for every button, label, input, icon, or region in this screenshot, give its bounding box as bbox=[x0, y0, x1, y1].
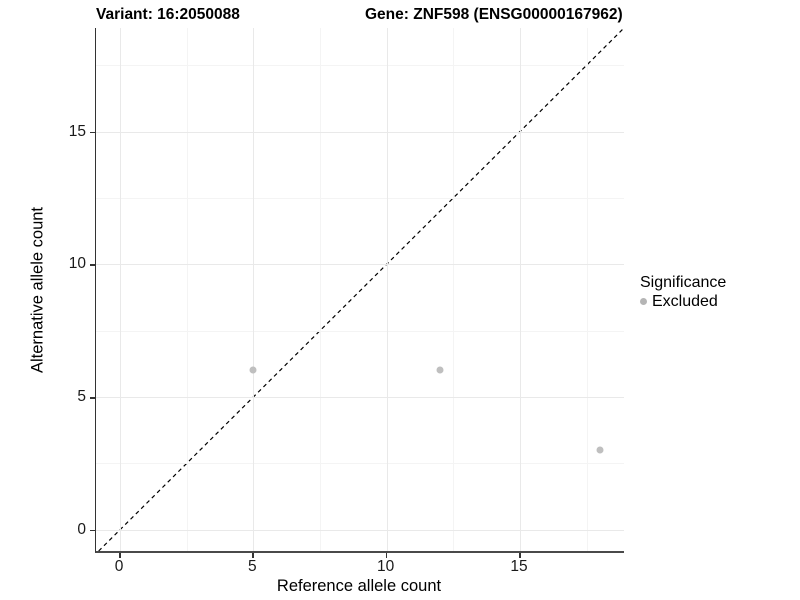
y-tick-label: 0 bbox=[77, 520, 86, 538]
y-major-gridline bbox=[96, 131, 624, 133]
data-point bbox=[249, 366, 257, 374]
x-axis-tick bbox=[119, 553, 121, 558]
x-axis-tick bbox=[519, 553, 521, 558]
x-major-gridline bbox=[520, 28, 521, 551]
y-major-gridline bbox=[96, 397, 624, 399]
x-major-gridline bbox=[253, 28, 255, 551]
y-tick-label: 15 bbox=[68, 122, 86, 140]
y-axis-tick bbox=[90, 397, 95, 399]
legend-item-label: Excluded bbox=[652, 293, 718, 310]
x-tick-label: 10 bbox=[377, 558, 395, 575]
plot-panel bbox=[95, 27, 625, 553]
y-axis-title: Alternative allele count bbox=[28, 206, 47, 374]
y-minor-gridline bbox=[96, 65, 624, 67]
y-tick-label: 10 bbox=[68, 255, 86, 273]
x-minor-gridline bbox=[186, 28, 188, 551]
legend: Significance Excluded bbox=[640, 273, 726, 311]
x-major-gridline bbox=[120, 28, 121, 551]
y-minor-gridline bbox=[96, 463, 624, 465]
x-axis-title: Reference allele count bbox=[276, 577, 442, 595]
x-major-gridline bbox=[386, 28, 388, 551]
x-tick-label: 5 bbox=[248, 558, 257, 575]
identity-line bbox=[98, 27, 625, 552]
x-axis-tick bbox=[385, 553, 388, 558]
x-tick-label: 0 bbox=[114, 558, 124, 575]
legend-item-excluded: Excluded bbox=[640, 292, 726, 311]
y-major-gridline bbox=[96, 529, 624, 531]
y-tick-label: 5 bbox=[77, 388, 86, 406]
y-minor-gridline bbox=[96, 330, 624, 332]
y-axis-tick bbox=[90, 264, 95, 266]
legend-title: Significance bbox=[640, 274, 727, 291]
plot-title-variant: Variant: 16:2050088 bbox=[96, 6, 240, 23]
x-minor-gridline bbox=[586, 28, 588, 551]
identity-line-layer bbox=[98, 27, 625, 552]
data-point bbox=[596, 446, 604, 454]
plot-title-gene: Gene: ZNF598 (ENSG00000167962) bbox=[365, 6, 623, 23]
x-minor-gridline bbox=[320, 28, 321, 551]
y-axis-tick bbox=[90, 529, 95, 532]
y-minor-gridline bbox=[96, 197, 624, 199]
y-axis-tick bbox=[90, 131, 95, 134]
x-tick-label: 15 bbox=[510, 558, 528, 575]
data-point bbox=[436, 366, 444, 374]
y-major-gridline bbox=[96, 264, 624, 266]
x-axis-tick bbox=[252, 553, 254, 558]
point-marker-icon bbox=[640, 298, 647, 305]
x-minor-gridline bbox=[453, 28, 455, 551]
